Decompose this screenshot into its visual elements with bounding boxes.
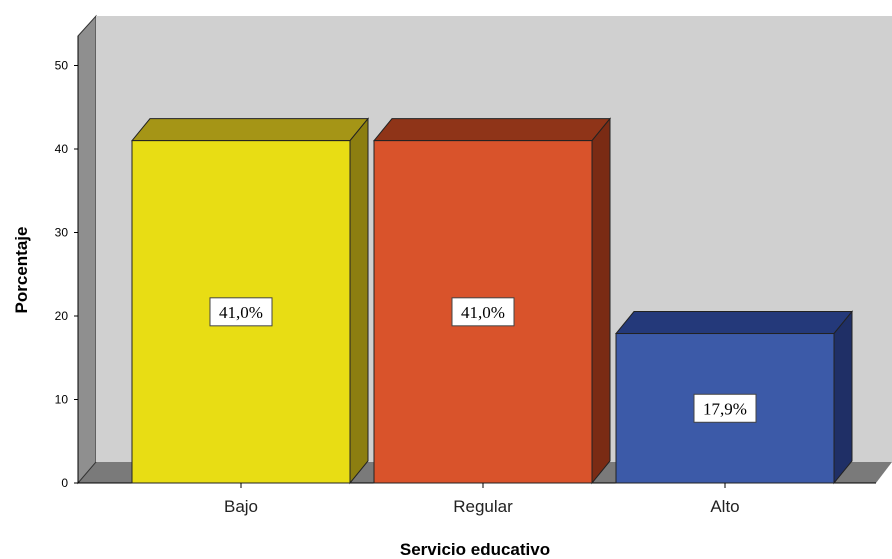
data-label: 41,0% <box>219 303 263 322</box>
chart-left-wall <box>77 14 97 485</box>
y-tick-label: 0 <box>61 476 68 490</box>
bar-side-face <box>591 117 611 485</box>
y-tick-label: 30 <box>55 226 69 240</box>
x-tick-label: Bajo <box>224 497 258 516</box>
bar-side-face <box>349 117 369 485</box>
x-tick-label: Alto <box>710 497 739 516</box>
x-tick-label: Regular <box>453 497 513 516</box>
bar-bajo: 41,0% <box>130 117 370 485</box>
x-tick-labels: Bajo Regular Alto <box>224 483 740 516</box>
bar-top-face <box>372 118 612 142</box>
y-tick-label: 10 <box>55 393 69 407</box>
y-ticks: 0 10 20 30 40 50 <box>55 59 78 490</box>
y-tick-label: 20 <box>55 309 69 323</box>
bars: 41,0% 41,0% 17,9% <box>130 117 854 485</box>
y-tick-label: 40 <box>55 142 69 156</box>
data-label: 17,9% <box>703 399 747 418</box>
x-axis-title: Servicio educativo <box>400 540 550 559</box>
bar-side-face <box>833 310 853 485</box>
data-label-box <box>451 297 515 327</box>
data-label: 41,0% <box>461 303 505 322</box>
bar-top-face <box>130 118 370 142</box>
y-axis-title: Porcentaje <box>12 227 31 314</box>
y-tick-label: 50 <box>55 59 69 73</box>
data-label-box <box>209 297 273 327</box>
bar-top-face <box>614 311 854 335</box>
bar-regular: 41,0% <box>372 117 612 485</box>
bar-alto: 17,9% <box>614 310 854 485</box>
data-label-box <box>693 393 757 423</box>
